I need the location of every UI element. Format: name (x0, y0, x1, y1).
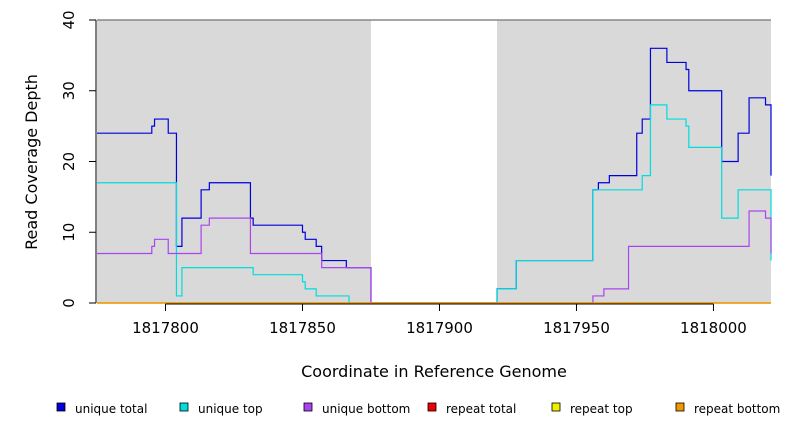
legend-label-repeat-bottom: repeat bottom (694, 402, 780, 416)
x-axis-label: Coordinate in Reference Genome (301, 362, 567, 381)
legend-label-unique-total: unique total (75, 402, 147, 416)
y-axis: 0 10 20 30 40 (60, 10, 97, 308)
x-tick-label: 1817800 (132, 319, 199, 337)
series-line-unique-bottom (97, 210, 772, 304)
series-layer (97, 47, 772, 304)
shaded-region-0 (97, 20, 371, 303)
x-axis: 1817800 1817850 1817900 1817950 1818000 (132, 303, 747, 337)
legend-swatch-unique-bottom (303, 402, 313, 412)
y-tick-label: 0 (60, 298, 78, 308)
legend-swatch-repeat-bottom (675, 402, 685, 412)
legend-label-unique-bottom: unique bottom (322, 402, 410, 416)
x-tick-label: 1817850 (269, 319, 336, 337)
legend: unique total unique top unique bottom repea… (56, 402, 780, 416)
y-tick-label: 20 (60, 152, 78, 171)
legend-label-repeat-total: repeat total (446, 402, 516, 416)
legend-swatch-unique-total (56, 402, 66, 412)
legend-label-unique-top: unique top (198, 402, 263, 416)
x-tick-label: 1817900 (406, 319, 473, 337)
series-line-unique-top (97, 104, 772, 304)
y-tick-label: 30 (60, 81, 78, 100)
legend-swatch-repeat-total (427, 402, 437, 412)
legend-swatch-unique-top (179, 402, 189, 412)
y-tick-label: 10 (60, 223, 78, 242)
y-tick-label: 40 (60, 10, 78, 29)
legend-swatch-repeat-top (551, 402, 561, 412)
legend-label-repeat-top: repeat top (570, 402, 633, 416)
x-tick-label: 1817950 (543, 319, 610, 337)
y-axis-label: Read Coverage Depth (22, 74, 41, 250)
x-tick-label: 1818000 (680, 319, 747, 337)
